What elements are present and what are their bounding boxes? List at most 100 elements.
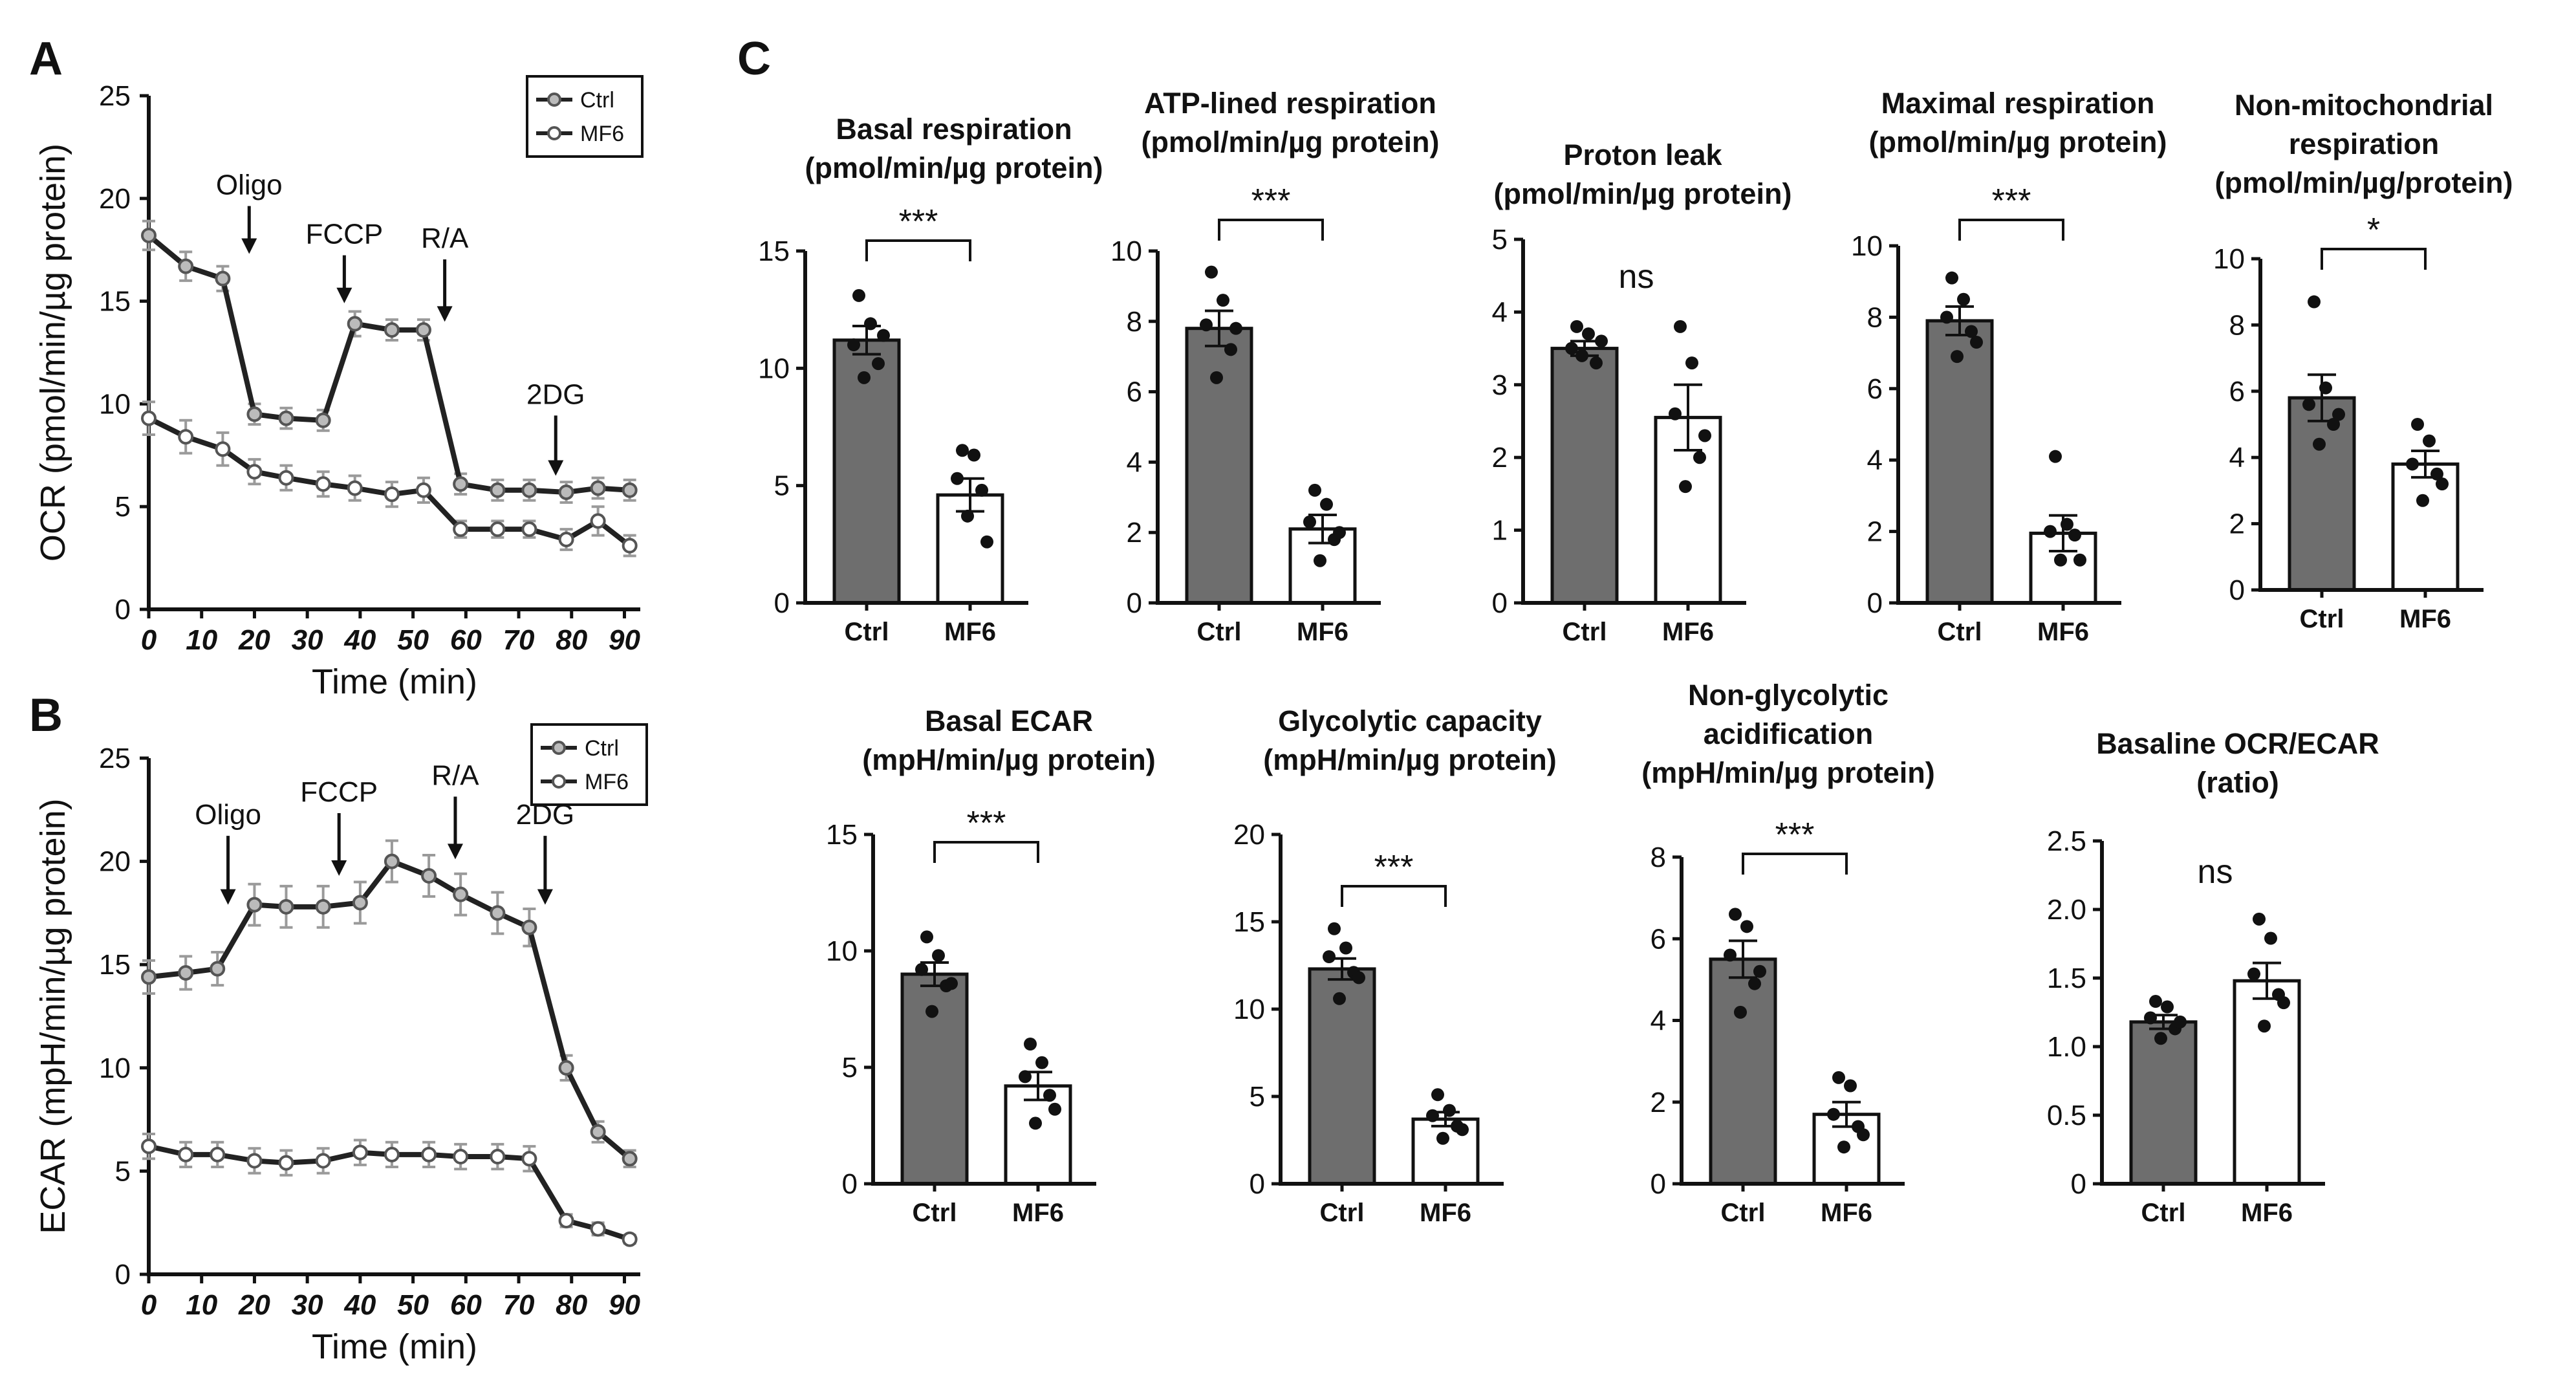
y-axis-label: ECAR (mpH/min/µg protein) [34,798,72,1234]
data-point [278,410,294,426]
legend: Ctrl MF6 [526,75,644,158]
significance-label: * [2367,212,2380,249]
data-point [1205,265,1218,279]
y-tick-label: 4 [2229,442,2245,474]
bar-ctrl [1709,957,1777,1186]
y-tick-label: 4 [1127,446,1142,478]
chart-title: Proton leak [1563,138,1722,171]
category-label: Ctrl [1197,618,1242,646]
data-point [352,895,368,911]
x-tick-label: 60 [450,624,482,656]
data-point [847,338,860,352]
chart-title: Basal respiration [836,113,1072,146]
event-arrow-head [447,844,463,860]
data-point [1320,497,1333,511]
chart-title: (pmol/min/µg protein) [1494,177,1792,210]
category-label: MF6 [1012,1199,1064,1227]
category-label: MF6 [2241,1199,2293,1227]
y-tick-label: 8 [1651,842,1666,873]
y-tick-label: 5 [115,491,131,523]
significance-label: *** [1775,816,1815,854]
data-point [1333,526,1346,539]
data-point [453,476,469,492]
y-tick-label: 10 [758,353,790,384]
legend: Ctrl MF6 [530,723,648,806]
event-arrow-head [336,287,352,303]
category-label: Ctrl [1721,1199,1766,1227]
y-tick-label: 8 [1127,306,1142,338]
x-tick-label: 10 [186,1289,217,1321]
significance-bracket [1218,219,1324,241]
data-point [315,412,331,428]
data-point [872,357,885,371]
y-tick-label: 1.5 [2047,963,2086,994]
chart-a: 0 5 10 15 20 25 0 10 20 30 40 50 60 70 80 90 Time (min) O… [34,75,644,701]
y-tick-label: 10 [826,935,858,967]
data-point [421,867,437,884]
significance-label: *** [1992,182,2031,220]
y-tick-label: 4 [1492,296,1508,328]
data-point [852,289,865,302]
data-point [1957,292,1970,306]
y-tick-label: 6 [2229,376,2245,408]
data-point [2277,996,2290,1010]
chart-title: respiration [2289,127,2440,160]
data-point [2154,1032,2167,1045]
y-tick-label: 25 [99,743,131,774]
chart-c2: ATP-lined respiration (pmol/min/µg protei… [1110,87,1439,646]
category-label: MF6 [2037,618,2089,646]
chart-c1: Basal respiration (pmol/min/µg protein) Ct… [758,113,1103,646]
category-label: MF6 [1420,1199,1471,1227]
chart-title: (pmol/min/µg protein) [805,151,1103,184]
data-point [1308,483,1321,497]
data-point [951,472,964,485]
series-mf6 [141,400,638,558]
event-label: FCCP [305,219,383,250]
y-tick-label: 6 [1651,923,1666,955]
y-tick-label: 15 [1233,906,1265,938]
y-tick-label: 15 [758,235,790,267]
data-point [1303,515,1316,528]
y-tick-label: 2.0 [2047,894,2086,926]
y-tick-label: 15 [826,819,858,851]
data-point [975,483,988,497]
event-arrow-head [220,889,236,905]
y-tick-label: 0 [115,1259,131,1291]
data-point [210,961,226,977]
data-point [858,371,871,384]
significance-bracket [1958,219,2064,241]
data-point [877,329,890,342]
x-tick-label: 70 [503,1289,535,1321]
y-tick-label: 1 [1492,515,1508,547]
data-point [384,1146,400,1162]
x-tick-label: 0 [141,1289,157,1321]
chart-b: 0 5 10 15 20 25 0 10 20 30 40 50 60 70 80 90 Time (min) E… [34,723,648,1366]
y-tick-label: 8 [2229,309,2245,341]
category-label: Ctrl [2141,1199,2186,1227]
significance-bracket [933,841,1039,863]
data-point [1837,1140,1850,1154]
data-point [1729,908,1742,921]
data-point [1431,1088,1444,1102]
data-point [246,464,263,480]
legend-label: Ctrl [585,736,619,761]
y-tick-label: 15 [99,286,131,318]
data-point [2416,494,2429,507]
y-tick-label: 0 [1127,587,1142,619]
data-point [1200,318,1213,332]
x-tick-label: 80 [556,1289,587,1321]
event-label: Oligo [216,169,283,201]
y-tick-label: 6 [1867,373,1883,405]
y-tick-label: 2 [1492,442,1508,474]
chart-title: Non-glycolytic [1688,679,1889,712]
chart-c9: Basaline OCR/ECAR (ratio) Ctrl MF6 0 0.5 1.0 1.… [2047,727,2379,1227]
x-tick-label: 40 [343,624,376,656]
data-point [1951,350,1964,364]
y-tick-label: 2 [1651,1087,1666,1118]
significance-label: ns [1619,258,1654,296]
data-point [2054,553,2067,567]
category-label: Ctrl [1938,618,1982,646]
event-arrow-head [548,460,564,476]
y-tick-label: 0.5 [2047,1100,2086,1131]
x-axis-label: Time (min) [312,1327,477,1366]
